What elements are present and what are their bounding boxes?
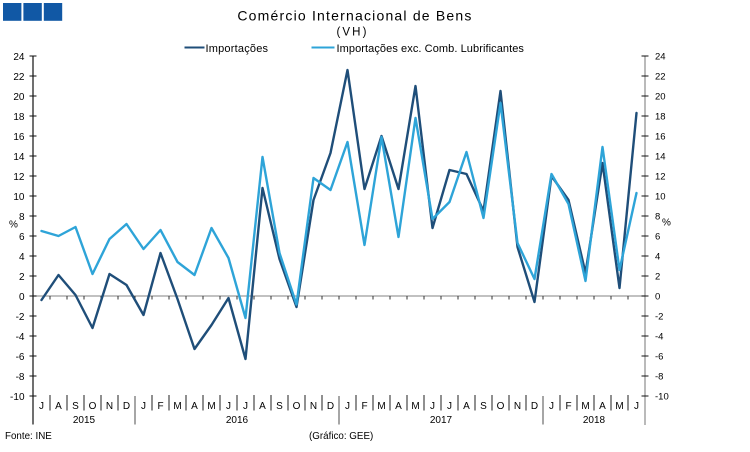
svg-text:O: O bbox=[497, 401, 505, 412]
svg-text:A: A bbox=[599, 401, 606, 412]
svg-text:-8: -8 bbox=[655, 371, 663, 382]
svg-text:D: D bbox=[123, 401, 130, 412]
svg-text:12: 12 bbox=[13, 172, 25, 183]
svg-text:J: J bbox=[39, 401, 44, 412]
svg-text:M: M bbox=[207, 401, 215, 412]
svg-text:12: 12 bbox=[655, 171, 666, 182]
svg-text:8: 8 bbox=[19, 212, 25, 223]
svg-text:S: S bbox=[276, 401, 283, 412]
svg-text:Importações: Importações bbox=[206, 43, 269, 55]
svg-text:-10: -10 bbox=[10, 392, 25, 403]
svg-text:M: M bbox=[411, 401, 419, 412]
svg-text:6: 6 bbox=[655, 231, 660, 242]
svg-text:A: A bbox=[463, 401, 470, 412]
svg-text:2: 2 bbox=[655, 271, 660, 282]
svg-text:16: 16 bbox=[655, 131, 666, 142]
svg-text:Comércio Internacional de Bens: Comércio Internacional de Bens bbox=[237, 8, 472, 24]
svg-text:20: 20 bbox=[13, 92, 25, 103]
svg-text:18: 18 bbox=[655, 111, 666, 122]
svg-text:D: D bbox=[327, 401, 334, 412]
svg-text:-2: -2 bbox=[655, 311, 663, 322]
svg-text:M: M bbox=[173, 401, 181, 412]
svg-text:8: 8 bbox=[655, 211, 660, 222]
svg-text:A: A bbox=[191, 401, 198, 412]
svg-text:N: N bbox=[310, 401, 317, 412]
svg-text:O: O bbox=[89, 401, 97, 412]
svg-text:O: O bbox=[293, 401, 301, 412]
svg-text:2015: 2015 bbox=[73, 415, 96, 426]
svg-text:J: J bbox=[447, 401, 452, 412]
svg-text:(Gráfico: GEE): (Gráfico: GEE) bbox=[309, 431, 373, 442]
svg-text:14: 14 bbox=[655, 151, 666, 162]
svg-text:0: 0 bbox=[19, 292, 25, 303]
svg-text:6: 6 bbox=[19, 232, 25, 243]
svg-text:14: 14 bbox=[13, 152, 25, 163]
svg-text:M: M bbox=[581, 401, 589, 412]
svg-text:J: J bbox=[226, 401, 231, 412]
svg-text:2016: 2016 bbox=[226, 415, 249, 426]
svg-text:2018: 2018 bbox=[583, 415, 606, 426]
svg-text:M: M bbox=[377, 401, 385, 412]
svg-text:F: F bbox=[361, 401, 367, 412]
svg-text:24: 24 bbox=[655, 51, 666, 62]
svg-text:S: S bbox=[480, 401, 487, 412]
svg-text:2017: 2017 bbox=[430, 415, 453, 426]
svg-text:J: J bbox=[141, 401, 146, 412]
svg-text:4: 4 bbox=[655, 251, 660, 262]
svg-text:-8: -8 bbox=[16, 372, 25, 383]
svg-text:N: N bbox=[106, 401, 113, 412]
svg-text:22: 22 bbox=[13, 72, 25, 83]
svg-text:-4: -4 bbox=[16, 332, 25, 343]
svg-text:M: M bbox=[615, 401, 623, 412]
svg-text:-4: -4 bbox=[655, 331, 663, 342]
svg-text:J: J bbox=[345, 401, 350, 412]
svg-text:J: J bbox=[243, 401, 248, 412]
svg-text:A: A bbox=[55, 401, 62, 412]
svg-text:J: J bbox=[634, 401, 639, 412]
svg-text:D: D bbox=[531, 401, 538, 412]
svg-text:-6: -6 bbox=[16, 352, 25, 363]
svg-text:%: % bbox=[9, 220, 18, 231]
svg-text:A: A bbox=[395, 401, 402, 412]
svg-text:Fonte: INE: Fonte: INE bbox=[5, 431, 52, 442]
svg-text:18: 18 bbox=[13, 112, 25, 123]
svg-text:S: S bbox=[72, 401, 79, 412]
svg-text:4: 4 bbox=[19, 252, 25, 263]
svg-text:F: F bbox=[157, 401, 163, 412]
svg-text:A: A bbox=[259, 401, 266, 412]
svg-text:20: 20 bbox=[655, 91, 666, 102]
svg-text:24: 24 bbox=[13, 52, 25, 63]
svg-text:-10: -10 bbox=[655, 391, 669, 402]
svg-text:10: 10 bbox=[13, 192, 25, 203]
svg-text:J: J bbox=[549, 401, 554, 412]
svg-text:(VH): (VH) bbox=[336, 27, 368, 39]
svg-text:-2: -2 bbox=[16, 312, 25, 323]
svg-text:J: J bbox=[430, 401, 435, 412]
svg-text:%: % bbox=[662, 218, 671, 229]
svg-text:F: F bbox=[565, 401, 571, 412]
svg-text:0: 0 bbox=[655, 291, 660, 302]
svg-text:-6: -6 bbox=[655, 351, 663, 362]
svg-text:16: 16 bbox=[13, 132, 25, 143]
svg-text:Importações exc. Comb. Lubrifi: Importações exc. Comb. Lubrificantes bbox=[337, 43, 525, 55]
svg-text:10: 10 bbox=[655, 191, 666, 202]
svg-text:22: 22 bbox=[655, 71, 666, 82]
svg-text:2: 2 bbox=[19, 272, 25, 283]
svg-text:N: N bbox=[514, 401, 521, 412]
